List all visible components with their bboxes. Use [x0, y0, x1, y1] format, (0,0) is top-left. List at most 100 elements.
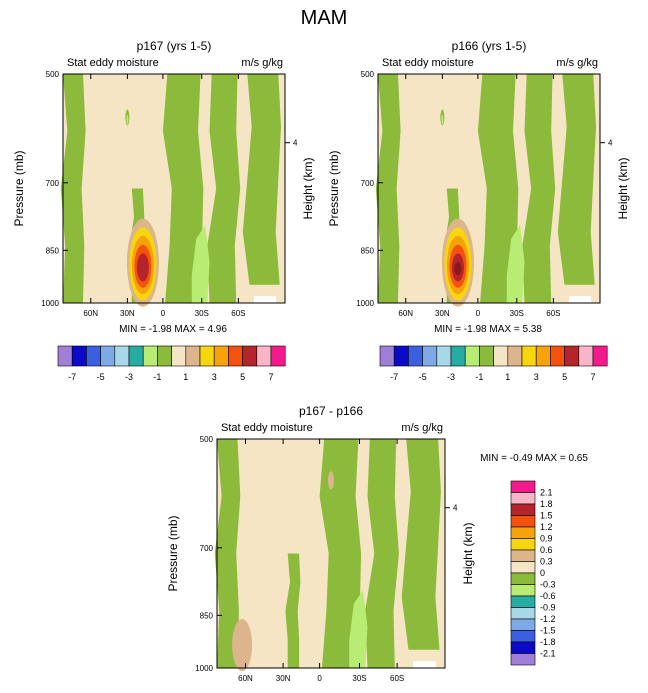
- colorbar-label: -0.3: [540, 580, 556, 590]
- colorbar-swatch: [270, 345, 286, 367]
- colorbar-label: -5: [97, 372, 105, 382]
- y-axis-label: Pressure (mb): [327, 150, 341, 226]
- y-tick-label: 850: [361, 246, 375, 255]
- plot-frame: [377, 73, 601, 304]
- height-tick-label: 4: [453, 504, 458, 513]
- colorbar-label: 7: [590, 372, 595, 382]
- negative-band-5: [285, 553, 301, 668]
- y-tick-label: 500: [200, 435, 214, 444]
- colorbar-swatch: [510, 561, 536, 574]
- negative-band-4: [242, 74, 281, 285]
- colorbar-label: -1.5: [540, 626, 556, 636]
- y-axis-label: Pressure (mb): [12, 150, 26, 226]
- positive-patch-2: [328, 471, 334, 490]
- height-tick-label: 4: [608, 139, 613, 148]
- height-axis-label: Height (km): [301, 157, 315, 219]
- colorbar-swatch: [157, 345, 172, 367]
- left-label: Stat eddy moisture: [221, 422, 313, 434]
- plot-frame: [62, 73, 286, 304]
- panel-p166: 500 700 850 1000 4 60N 30N 0 30S 60S p166 (yrs 1-5…: [327, 39, 630, 318]
- colorbar-swatch: [114, 345, 130, 367]
- colorbar-swatch: [436, 345, 452, 367]
- light-green-patch: [349, 590, 368, 668]
- colorbar-swatch: [228, 345, 243, 367]
- colorbar-swatch: [564, 345, 580, 367]
- colorbar-label: -1.8: [540, 637, 556, 647]
- colorbar-swatch: [510, 480, 536, 493]
- colorbar-swatch: [510, 595, 536, 608]
- units-label: m/s g/kg: [556, 57, 598, 69]
- x-tick-label: 30S: [195, 309, 209, 318]
- colorbar-label: 3: [212, 372, 217, 382]
- colorbar-swatch: [379, 345, 395, 367]
- y-tick-label: 1000: [41, 299, 59, 308]
- colorbar-label: 1.2: [540, 522, 553, 532]
- x-tick-label: 60N: [238, 674, 253, 683]
- colorbar-swatch: [213, 345, 229, 367]
- left-label: Stat eddy moisture: [382, 57, 474, 69]
- colorbar-swatch: [171, 345, 187, 367]
- colorbar-swatch: [510, 653, 536, 666]
- height-axis-label: Height (km): [616, 157, 630, 219]
- height-tick-label: 4: [293, 139, 298, 148]
- colorbar-label: 1: [183, 372, 188, 382]
- x-tick-label: 30S: [510, 309, 524, 318]
- missing-data-patch: [253, 296, 277, 303]
- colorbar-swatch: [86, 345, 101, 367]
- colorbar-swatch: [510, 526, 536, 539]
- x-tick-label: 60S: [390, 674, 404, 683]
- negative-band-3: [522, 74, 556, 303]
- light-green-patch: [191, 225, 210, 303]
- missing-data-patch: [413, 661, 436, 668]
- plot-frame: [216, 438, 446, 669]
- colorbar-swatch: [535, 345, 551, 367]
- negative-band-4: [401, 439, 441, 650]
- negative-band-2: [477, 74, 519, 303]
- height-axis-label: Height (km): [461, 522, 475, 584]
- colorbar-swatch: [185, 345, 201, 367]
- colorbar-swatch: [422, 345, 438, 367]
- colorbar-label: 7: [268, 372, 273, 382]
- colorbar-label: 3: [534, 372, 539, 382]
- colorbar-swatch: [521, 345, 537, 367]
- stats-p166: MIN = -1.98 MAX = 5.38: [434, 324, 542, 335]
- x-tick-label: 30N: [435, 309, 450, 318]
- colorbar-swatch: [479, 345, 494, 367]
- colorbar-label: 1: [505, 372, 510, 382]
- horizontal-colorbar: -7 -5 -3 -1 1 3 5 7: [379, 345, 608, 382]
- colorbar-label: -3: [125, 372, 133, 382]
- x-tick-label: 0: [161, 309, 166, 318]
- colorbar-swatch: [464, 345, 480, 367]
- light-green-patch: [506, 225, 525, 303]
- negative-band-2: [319, 439, 362, 668]
- negative-band-1: [214, 439, 241, 668]
- colorbar-swatch: [592, 345, 608, 367]
- y-tick-label: 850: [200, 611, 214, 620]
- colorbar-swatch: [578, 345, 594, 367]
- colorbar-label: 5: [562, 372, 567, 382]
- colorbar-swatch: [142, 345, 158, 367]
- negative-band-3: [365, 439, 399, 668]
- panel-p167: 500 700 850 1000 4 60N 30N 0 30S 60S p167 (yrs 1-5…: [12, 39, 315, 318]
- colorbar-swatch: [510, 549, 536, 562]
- panel-title: p167 - p166: [299, 404, 363, 418]
- colorbar-label: 0.6: [540, 545, 553, 555]
- colorbar-label: 5: [240, 372, 245, 382]
- negative-band-1: [375, 74, 401, 303]
- colorbar-swatch: [550, 345, 565, 367]
- colorbar-label: 0: [540, 568, 545, 578]
- y-axis-label: Pressure (mb): [166, 515, 180, 591]
- colorbar-swatch: [450, 345, 466, 367]
- negative-band-3: [207, 74, 241, 303]
- colorbar-label: -1: [153, 372, 161, 382]
- x-tick-label: 60S: [231, 309, 245, 318]
- page-title: MAM: [301, 7, 348, 29]
- negative-band-1: [60, 74, 86, 303]
- colorbar-swatch: [100, 345, 116, 367]
- y-tick-label: 500: [361, 70, 375, 79]
- x-tick-label: 60S: [546, 309, 560, 318]
- colorbar-swatch: [510, 584, 536, 597]
- colorbar-swatch: [510, 607, 536, 620]
- colorbar-label: -3: [447, 372, 455, 382]
